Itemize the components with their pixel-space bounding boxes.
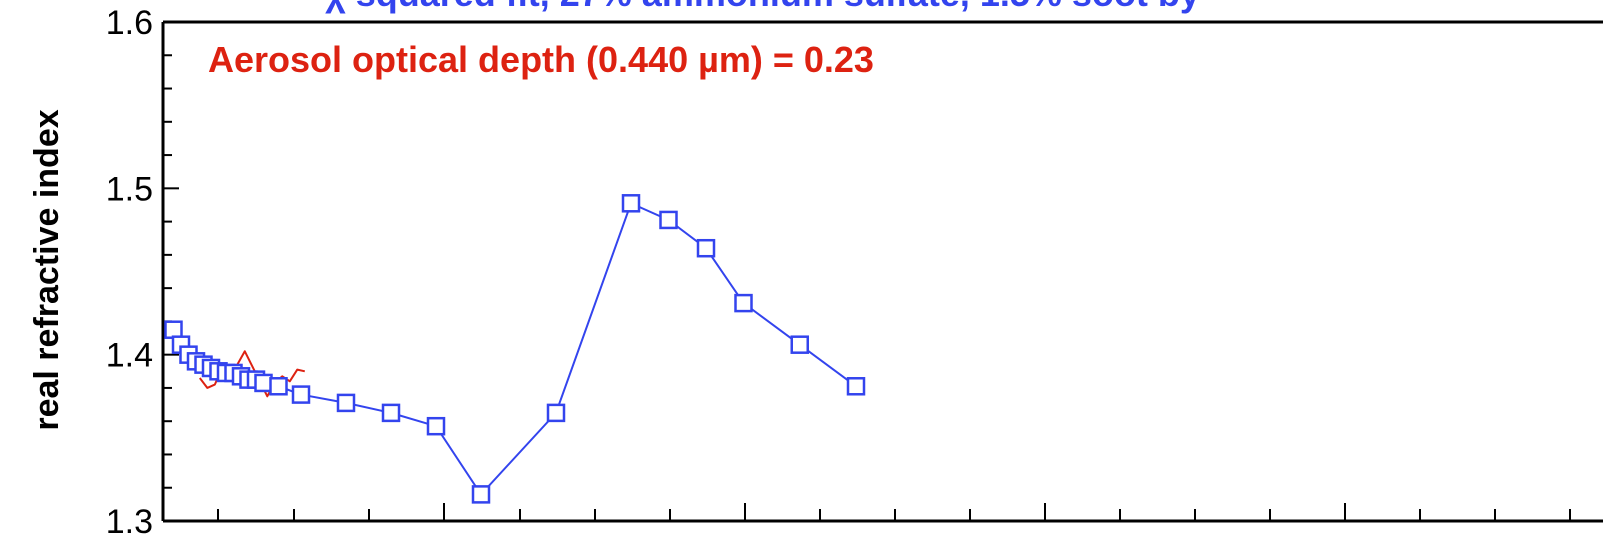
data-point: [734, 293, 753, 313]
y-tick-label: 1.6: [106, 4, 153, 42]
data-point: [336, 393, 356, 413]
data-point: [254, 373, 273, 393]
data-point: [471, 485, 491, 504]
y-axis-label: real refractive index: [28, 109, 66, 430]
data-point: [846, 377, 866, 396]
data-point: [696, 238, 716, 258]
chart-annotation: Aerosol optical depth (0.440 µm) = 0.23: [208, 39, 874, 80]
data-point: [790, 335, 809, 354]
data-point: [381, 403, 401, 423]
data-point: [546, 403, 566, 423]
data-point: [426, 416, 446, 436]
y-tick-label: 1.5: [106, 170, 153, 208]
data-point: [291, 385, 311, 404]
data-point: [269, 377, 288, 396]
y-tick-label: 1.4: [106, 337, 153, 375]
plot-area: 1.3 1.4 1.5 1.6: [106, 4, 1603, 541]
data-point: [164, 320, 183, 339]
y-tick-label: 1.3: [106, 503, 153, 541]
series-line: [172, 201, 857, 497]
chart-top-text: χ squared fit, 27% ammonium sulfate, 1.5…: [325, 0, 1200, 14]
data-point: [621, 194, 641, 213]
data-point: [659, 210, 678, 230]
